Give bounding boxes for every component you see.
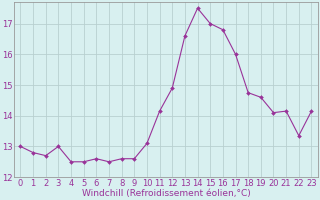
X-axis label: Windchill (Refroidissement éolien,°C): Windchill (Refroidissement éolien,°C) — [82, 189, 250, 198]
